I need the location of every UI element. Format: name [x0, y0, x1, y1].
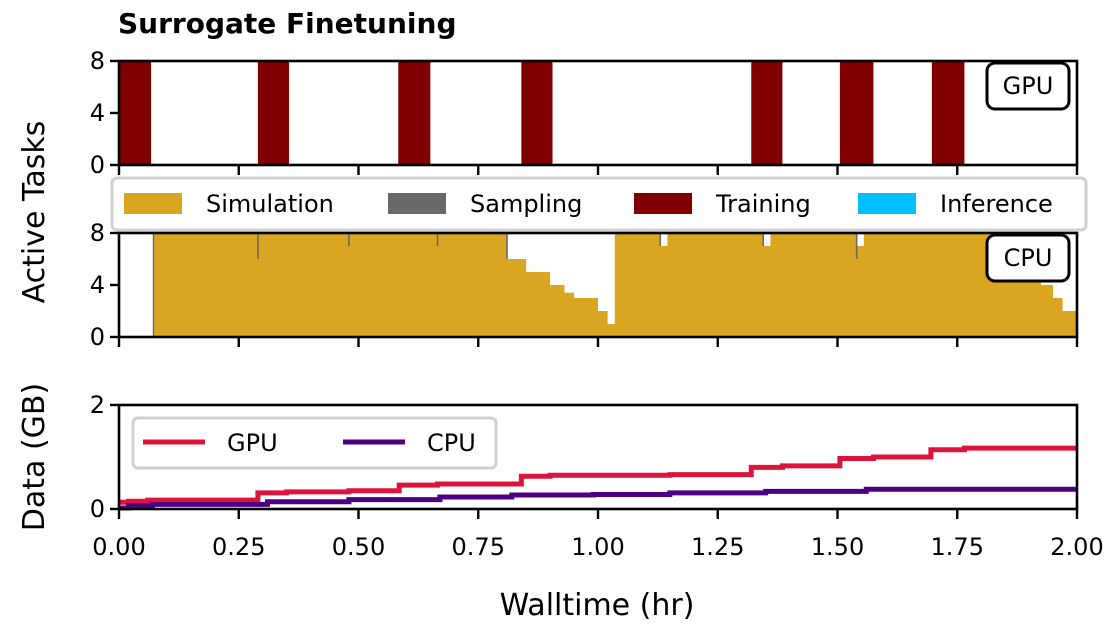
cpu-ytick-label: 4: [90, 271, 105, 299]
training-block: [521, 61, 553, 165]
data-xtick-label: 1.75: [931, 533, 984, 561]
training-block: [398, 61, 431, 165]
task-legend: Simulation Sampling Training Inference: [110, 176, 1088, 232]
simulation-area: [119, 233, 1077, 337]
data-line-gpu: [119, 445, 1077, 505]
data-xtick-label: 2.00: [1050, 533, 1103, 561]
training-block: [839, 61, 874, 165]
cpu-ytick-label: 8: [90, 219, 105, 247]
data-xtick-label: 0.50: [332, 533, 385, 561]
data-panel: 0 2 0.00 0.25 0.50 0.75 1.00 1.25 1.50 1.75 2.00: [90, 391, 1104, 561]
training-block: [119, 61, 152, 165]
gpu-panel: 0 4 8 GPU: [90, 47, 1079, 179]
legend-label-sampling: Sampling: [470, 190, 582, 218]
data-xtick-label: 1.50: [811, 533, 864, 561]
data-xtick-label: 1.25: [691, 533, 744, 561]
gpu-ytick-label: 4: [90, 99, 105, 127]
data-xtick-label: 0.25: [212, 533, 265, 561]
gpu-ytick-label: 0: [90, 151, 105, 179]
data-xtick-label: 0.75: [452, 533, 505, 561]
data-legend-label-gpu: GPU: [227, 429, 278, 457]
active-tasks-axis-label: Active Tasks: [17, 121, 52, 304]
cpu-ytick-label: 0: [90, 323, 105, 351]
data-axis-label: Data (GB): [17, 383, 52, 531]
data-legend-frame: [131, 416, 498, 470]
legend-label-inference: Inference: [940, 190, 1053, 218]
gpu-ytick-label: 8: [90, 47, 105, 75]
gpu-tag-box: [985, 61, 1071, 111]
data-xtick-label: 1.00: [571, 533, 624, 561]
cpu-tag-label: CPU: [1004, 244, 1053, 272]
data-legend-label-cpu: CPU: [427, 429, 476, 457]
data-legend: GPU CPU: [131, 416, 498, 470]
chart-title: Surrogate Finetuning: [118, 7, 457, 40]
task-legend-frame: [110, 176, 1088, 232]
training-block: [257, 61, 290, 165]
data-ytick-label: 2: [90, 391, 105, 419]
legend-swatch-sampling: [388, 193, 446, 214]
cpu-tag-box: [985, 233, 1071, 283]
legend-swatch-simulation: [124, 193, 182, 214]
walltime-axis-label: Walltime (hr): [500, 588, 695, 623]
cpu-panel: 0 4 8 CPU: [90, 219, 1079, 351]
data-xtick-label: 0.00: [92, 533, 145, 561]
legend-label-training: Training: [715, 190, 811, 218]
legend-label-simulation: Simulation: [206, 190, 334, 218]
data-line-cpu: [119, 486, 1077, 511]
legend-swatch-inference: [858, 193, 916, 214]
gpu-tag-label: GPU: [1003, 72, 1054, 100]
training-block: [931, 61, 965, 165]
training-block: [751, 61, 783, 165]
data-ytick-label: 0: [90, 495, 105, 523]
legend-swatch-training: [634, 193, 692, 214]
